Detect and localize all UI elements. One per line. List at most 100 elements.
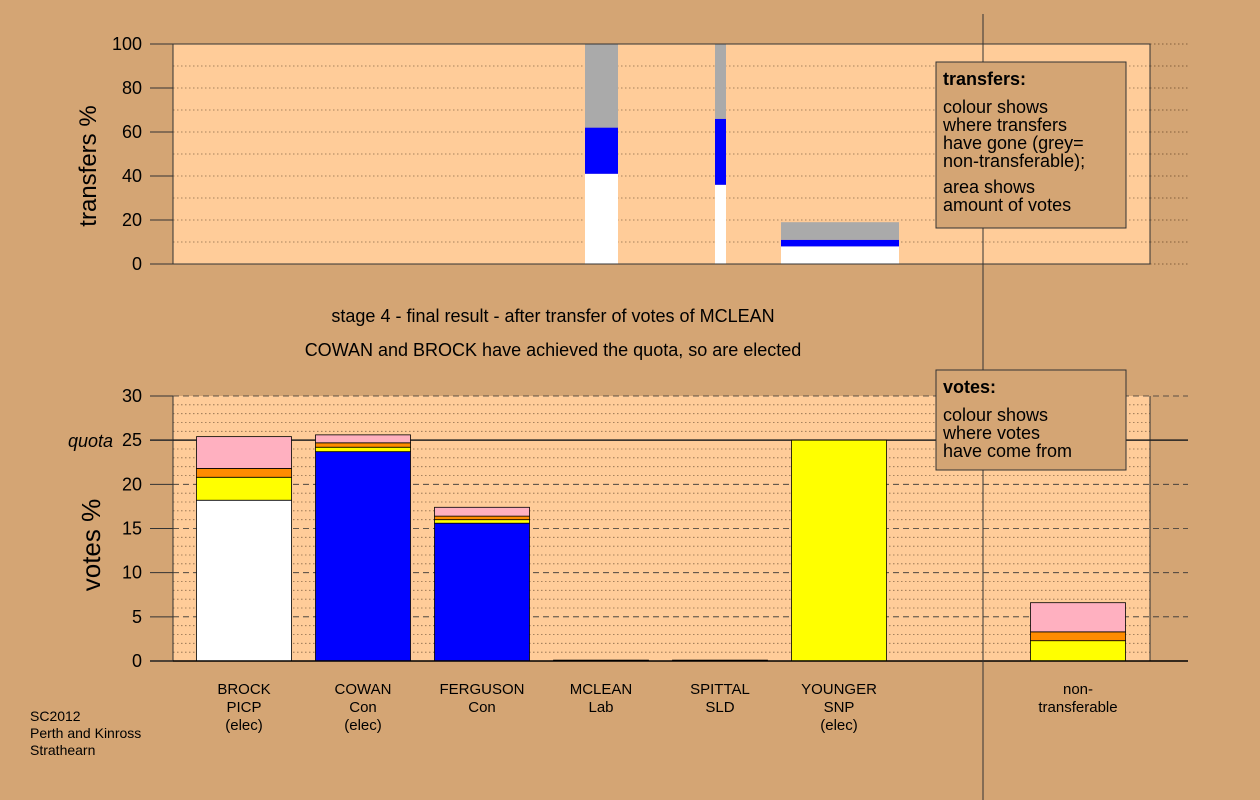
transfer-bar: [781, 222, 899, 264]
vote-bar: [791, 439, 887, 662]
vote-segment: [315, 434, 411, 444]
y-tick-label: 0: [132, 254, 142, 274]
vote-segment: [196, 499, 292, 662]
candidate-label-line: transferable: [1038, 699, 1117, 716]
vote-segment: [1030, 602, 1126, 633]
legend-text: non-transferable);: [943, 151, 1085, 171]
candidate-label-line: Lab: [588, 699, 613, 716]
vote-segment: [1030, 640, 1126, 662]
candidate-label-line: COWAN: [335, 681, 392, 698]
candidate-label-line: (elec): [820, 717, 858, 734]
stage-caption: stage 4 - final result - after transfer …: [331, 306, 774, 326]
candidate-label-line: SLD: [705, 699, 734, 716]
transfer-segment: [781, 222, 899, 240]
transfer-bar: [585, 44, 618, 264]
transfer-segment: [715, 44, 726, 119]
legend-text: amount of votes: [943, 195, 1071, 215]
vote-segment: [434, 515, 530, 521]
transfers-gridlines: [173, 43, 1188, 265]
constituency-footer: SC2012 Perth and Kinross Strathearn: [30, 708, 141, 758]
transfers-bars: [585, 44, 899, 264]
vote-bar: [1030, 602, 1126, 662]
quota-label: quota: [68, 431, 113, 451]
candidate-label-line: (elec): [225, 717, 263, 734]
transfer-bar: [715, 44, 726, 264]
votes-y-ticks: 0 5 10 15 20 25 30: [122, 386, 173, 671]
vote-segment: [315, 451, 411, 662]
y-tick-label: 25: [122, 430, 142, 450]
y-tick-label: 30: [122, 386, 142, 406]
candidate-label-line: non-: [1063, 681, 1093, 698]
transfers-plot-frame: [172, 43, 1151, 265]
legend-title: transfers:: [943, 69, 1026, 89]
candidate-labels: BROCKPICP(elec)COWANCon(elec)FERGUSONCon…: [217, 681, 1117, 734]
vote-segment: [791, 439, 887, 662]
legend-text: where votes: [942, 423, 1040, 443]
y-tick-label: 0: [132, 651, 142, 671]
candidate-label-line: Con: [349, 699, 377, 716]
vote-segment: [434, 522, 530, 662]
candidate-label-line: PICP: [226, 699, 261, 716]
legend-text: colour shows: [943, 405, 1048, 425]
vote-segment: [1030, 631, 1126, 642]
legend-text: colour shows: [943, 97, 1048, 117]
candidate-label-line: SNP: [824, 699, 855, 716]
candidate-label-line: (elec): [344, 717, 382, 734]
vote-bar: [434, 506, 530, 662]
y-tick-label: 20: [122, 210, 142, 230]
candidate-label-line: SPITTAL: [690, 681, 750, 698]
y-tick-label: 60: [122, 122, 142, 142]
legend-text: area shows: [943, 177, 1035, 197]
legend-box: [935, 369, 1127, 471]
y-tick-label: 15: [122, 519, 142, 539]
vote-segment: [434, 506, 530, 517]
legend-text: where transfers: [942, 115, 1067, 135]
candidate-label-line: BROCK: [217, 681, 270, 698]
result-caption: COWAN and BROCK have achieved the quota,…: [305, 340, 802, 360]
candidate-label-line: FERGUSON: [439, 681, 524, 698]
vote-segment: [434, 519, 530, 524]
transfer-segment: [781, 239, 899, 247]
legend-text: have gone (grey=: [943, 133, 1084, 153]
vote-segment: [196, 476, 292, 501]
transfer-segment: [715, 118, 726, 185]
y-tick-label: 20: [122, 474, 142, 494]
vote-segment: [196, 436, 292, 469]
vote-segment: [315, 442, 411, 448]
footer-line: Perth and Kinross: [30, 725, 141, 741]
y-tick-label: 5: [132, 607, 142, 627]
y-tick-label: 100: [112, 34, 142, 54]
vote-segment: [196, 468, 292, 478]
candidate-label-line: MCLEAN: [570, 681, 633, 698]
transfer-segment: [585, 173, 618, 264]
footer-line: SC2012: [30, 708, 81, 724]
transfers-y-ticks: 0 20 40 60 80 100: [112, 34, 173, 274]
legend-box: [935, 61, 1127, 229]
votes-y-axis-label: votes %: [76, 499, 106, 592]
transfer-segment: [715, 184, 726, 264]
legend-text: have come from: [943, 441, 1072, 461]
vote-bar: [315, 434, 411, 662]
y-tick-label: 80: [122, 78, 142, 98]
y-tick-label: 40: [122, 166, 142, 186]
vote-segment: [315, 446, 411, 453]
candidate-label-line: Con: [468, 699, 496, 716]
transfer-segment: [585, 127, 618, 174]
vote-bar: [196, 436, 292, 662]
candidate-label: non-transferable: [1038, 681, 1117, 716]
transfer-segment: [781, 246, 899, 264]
candidate-label-line: YOUNGER: [801, 681, 877, 698]
votes-gridlines: [173, 395, 1188, 653]
legend-title: votes:: [943, 377, 996, 397]
votes-bars: [196, 434, 1126, 662]
transfers-y-axis-label: transfers %: [75, 105, 102, 226]
transfer-segment: [585, 44, 618, 128]
